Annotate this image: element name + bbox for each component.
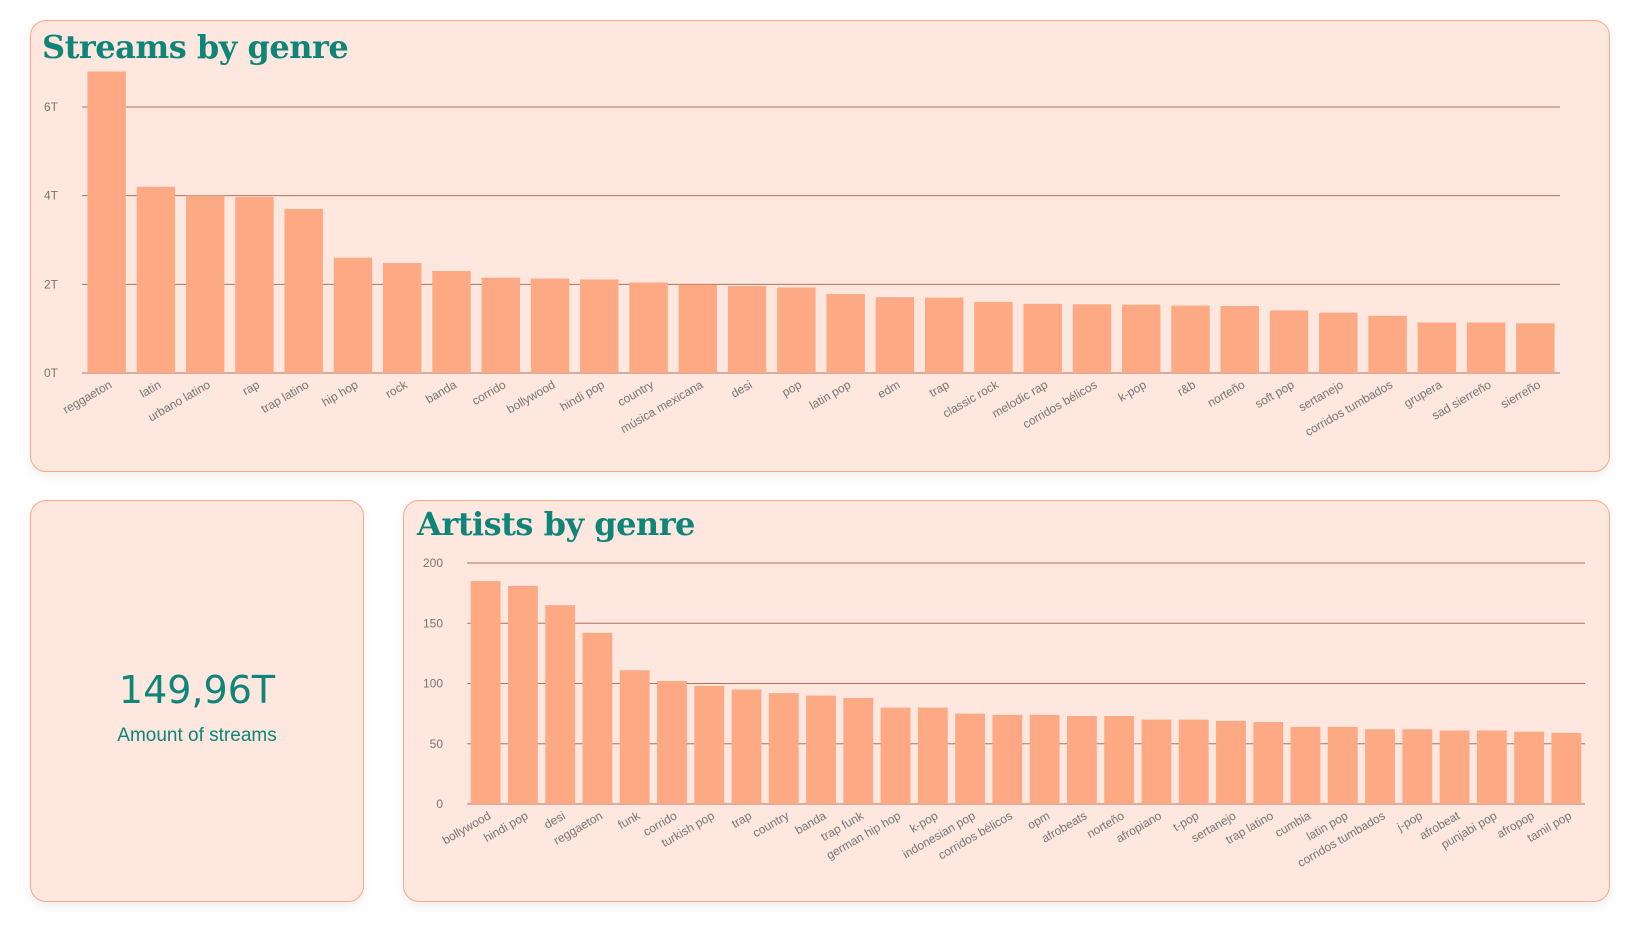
artists-bar[interactable] <box>917 707 948 804</box>
streams-bar[interactable] <box>1466 322 1506 373</box>
streams-bar[interactable] <box>1269 310 1309 373</box>
streams-bar[interactable] <box>629 282 668 373</box>
artists-bar[interactable] <box>1253 722 1284 804</box>
streams-y-tick-label: 4T <box>44 189 59 203</box>
artists-bar[interactable] <box>806 695 836 804</box>
artists-bar[interactable] <box>619 670 650 804</box>
artists-bar[interactable] <box>1365 729 1395 804</box>
streams-bar[interactable] <box>284 208 323 373</box>
artists-bar[interactable] <box>507 585 538 804</box>
artists-bar[interactable] <box>768 693 799 804</box>
artists-bar[interactable] <box>1178 719 1209 804</box>
artists-y-tick-label: 150 <box>423 616 443 630</box>
streams-bar[interactable] <box>974 302 1013 373</box>
streams-bar[interactable] <box>1171 305 1210 373</box>
artists-bar[interactable] <box>1104 716 1135 804</box>
artists-bar[interactable] <box>1476 730 1507 804</box>
artists-bar[interactable] <box>1327 726 1358 804</box>
artists-bar[interactable] <box>1290 726 1321 804</box>
streams-bar[interactable] <box>1516 323 1555 373</box>
artists-bar[interactable] <box>992 714 1023 804</box>
streams-chart-title: Streams by genre <box>42 28 349 66</box>
streams-bar[interactable] <box>333 257 373 373</box>
artists-bar[interactable] <box>843 697 874 804</box>
streams-bar[interactable] <box>87 71 126 374</box>
streams-bar[interactable] <box>1122 304 1161 373</box>
artists-bar[interactable] <box>470 581 501 804</box>
artists-bar[interactable] <box>731 689 762 804</box>
streams-bar[interactable] <box>875 297 915 373</box>
artists-bar[interactable] <box>1514 731 1545 804</box>
streams-bar[interactable] <box>1368 315 1407 373</box>
streams-bar[interactable] <box>580 279 619 373</box>
streams-bar[interactable] <box>383 263 422 373</box>
artists-bar[interactable] <box>694 685 725 804</box>
artists-bar[interactable] <box>582 632 613 804</box>
streams-bar[interactable] <box>185 195 225 373</box>
streams-bar[interactable] <box>235 196 274 373</box>
streams-bar[interactable] <box>481 277 520 373</box>
artists-category-label: country <box>750 808 791 840</box>
streams-bar[interactable] <box>1319 312 1358 373</box>
artists-chart-title: Artists by genre <box>417 505 695 543</box>
streams-bar[interactable] <box>678 284 718 373</box>
streams-bar[interactable] <box>136 186 176 373</box>
streams-y-tick-label: 6T <box>44 100 59 114</box>
artists-bar[interactable] <box>1066 716 1097 804</box>
streams-y-tick-label: 2T <box>44 277 59 291</box>
artists-bar[interactable] <box>1216 720 1246 804</box>
streams-bar[interactable] <box>1220 306 1259 373</box>
streams-bar[interactable] <box>530 278 570 373</box>
streams-bar[interactable] <box>924 297 964 373</box>
artists-category-label: funk <box>616 808 644 832</box>
streams-bar[interactable] <box>432 271 471 373</box>
artists-bar[interactable] <box>545 605 576 804</box>
streams-bar[interactable] <box>1072 304 1112 373</box>
total-streams-kpi-card <box>30 500 364 902</box>
artists-bar[interactable] <box>1402 729 1433 804</box>
streams-bar[interactable] <box>777 287 816 373</box>
artists-bar[interactable] <box>1439 730 1470 804</box>
streams-bar[interactable] <box>826 294 865 373</box>
artists-y-tick-label: 100 <box>423 677 443 691</box>
artists-bar[interactable] <box>1551 732 1582 804</box>
kpi-value: 149,96T <box>118 668 276 712</box>
streams-bar[interactable] <box>727 286 767 373</box>
streams-bar[interactable] <box>1023 303 1062 373</box>
artists-bar[interactable] <box>955 713 986 804</box>
artists-y-tick-label: 0 <box>436 797 443 811</box>
artists-bar[interactable] <box>657 681 687 804</box>
kpi-label: Amount of streams <box>117 725 277 746</box>
artists-y-tick-label: 50 <box>430 737 444 751</box>
artists-bar[interactable] <box>1141 719 1172 804</box>
artists-bar[interactable] <box>880 707 911 804</box>
streams-y-tick-label: 0T <box>44 366 59 380</box>
streams-bar[interactable] <box>1417 322 1457 373</box>
artists-y-tick-label: 200 <box>423 556 443 570</box>
artists-bar[interactable] <box>1029 714 1060 804</box>
